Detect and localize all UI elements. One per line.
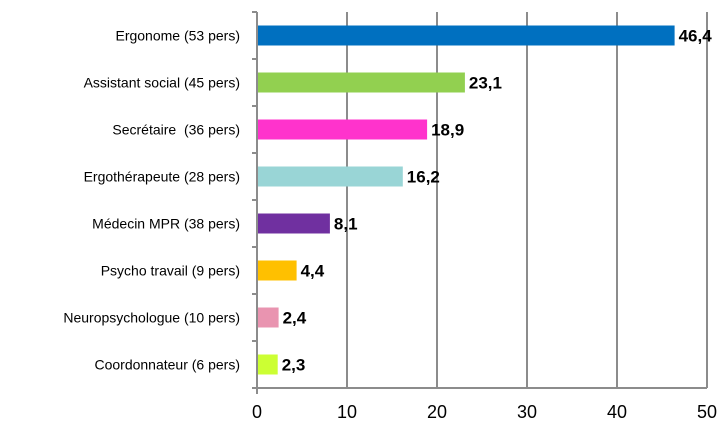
bars — [258, 25, 675, 375]
bar-0 — [258, 25, 675, 46]
value-label-6: 2,4 — [283, 309, 307, 328]
category-labels: Ergonome (53 pers) Assistant social (45 p… — [63, 28, 240, 373]
value-label-4: 8,1 — [334, 215, 358, 234]
value-label-1: 23,1 — [469, 74, 502, 93]
x-tick-label-3: 30 — [517, 402, 537, 422]
category-label-1: Assistant social (45 pers) — [84, 75, 240, 91]
category-label-5: Psycho travail (9 pers) — [101, 263, 240, 279]
x-tick-label-2: 20 — [427, 402, 447, 422]
value-label-7: 2,3 — [282, 356, 306, 375]
bar-2 — [258, 119, 428, 140]
category-label-7: Coordonnateur (6 pers) — [94, 357, 240, 373]
x-tick-label-0: 0 — [252, 402, 262, 422]
category-label-4: Médecin MPR (38 pers) — [92, 216, 240, 232]
bar-1 — [258, 72, 465, 93]
bar-6 — [258, 307, 279, 328]
value-label-0: 46,4 — [679, 27, 713, 46]
bar-7 — [258, 354, 278, 375]
bar-5 — [258, 260, 297, 281]
value-label-2: 18,9 — [431, 121, 464, 140]
value-labels: 46,4 23,1 18,9 16,2 8,1 4,4 2,4 2,3 — [282, 27, 713, 375]
value-label-5: 4,4 — [301, 262, 325, 281]
gridlines — [252, 11, 708, 389]
bar-4 — [258, 213, 330, 234]
value-label-3: 16,2 — [407, 168, 440, 187]
x-tick-label-1: 10 — [337, 402, 357, 422]
x-tick-labels: 0 10 20 30 40 50 — [252, 402, 717, 422]
category-label-6: Neuropsychologue (10 pers) — [63, 310, 240, 326]
x-tick-label-4: 40 — [607, 402, 627, 422]
bar-3 — [258, 166, 403, 187]
category-label-3: Ergothérapeute (28 pers) — [84, 169, 240, 185]
x-tick-label-5: 50 — [697, 402, 717, 422]
category-label-0: Ergonome (53 pers) — [115, 28, 240, 44]
category-label-2: Secrétaire (36 pers) — [112, 122, 240, 138]
